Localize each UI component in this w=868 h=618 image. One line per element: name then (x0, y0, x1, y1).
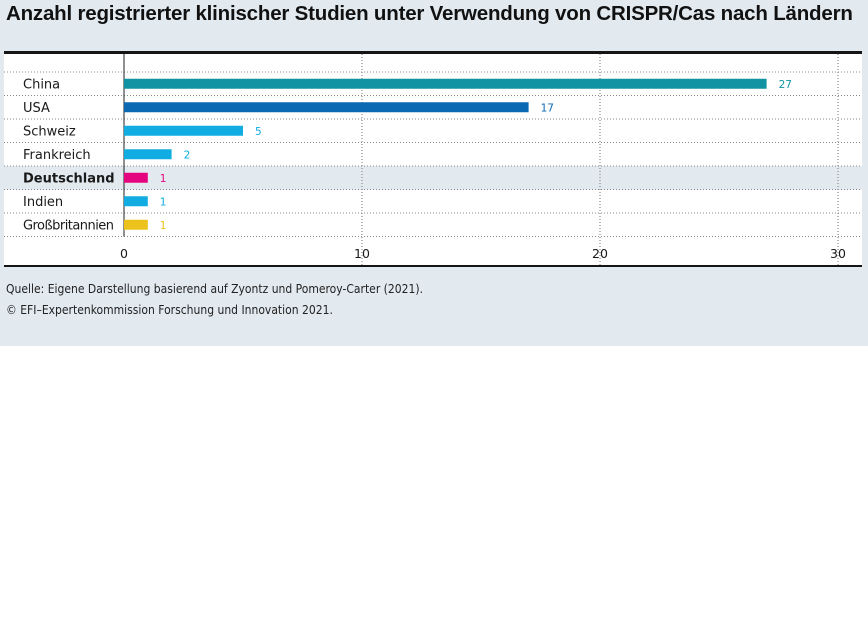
category-label: Indien (23, 195, 63, 210)
data-label: 1 (160, 220, 167, 232)
category-label: Schweiz (23, 124, 76, 139)
data-label: 17 (541, 102, 554, 114)
category-label: Großbritannien (23, 218, 114, 233)
bar (124, 149, 172, 160)
highlight-row (4, 166, 862, 190)
bar (124, 219, 148, 230)
bar (124, 125, 243, 136)
bar-chart: China 27 USA 17 Schweiz 5 Frankreich 2 Deutschla… (4, 54, 862, 267)
x-tick-label: 0 (120, 246, 128, 261)
top-rule (4, 51, 862, 54)
data-label: 2 (184, 149, 191, 161)
category-label: Deutschland (23, 171, 115, 186)
category-label: China (23, 77, 60, 92)
plot-area: China 27 USA 17 Schweiz 5 Frankreich 2 Deutschla… (4, 54, 862, 267)
data-label: 1 (160, 173, 167, 185)
data-label: 5 (255, 126, 262, 138)
data-label: 27 (779, 79, 792, 91)
bar (124, 102, 529, 113)
bar (124, 172, 148, 183)
chart-panel: Anzahl registrierter klinischer Studien … (0, 0, 868, 346)
x-tick-label: 20 (592, 246, 608, 261)
category-label: Frankreich (23, 148, 91, 163)
chart-title: Anzahl registrierter klinischer Studien … (6, 2, 853, 25)
source-note: Quelle: Eigene Darstellung basierend auf… (6, 279, 423, 321)
copyright-line: © EFI–Expertenkommission Forschung und I… (6, 303, 333, 317)
x-tick-label: 30 (830, 246, 846, 261)
data-label: 1 (160, 196, 167, 208)
bar (124, 196, 148, 207)
x-tick-label: 10 (354, 246, 370, 261)
category-label: USA (23, 101, 50, 116)
source-line: Quelle: Eigene Darstellung basierend auf… (6, 282, 424, 296)
bar (124, 78, 767, 89)
